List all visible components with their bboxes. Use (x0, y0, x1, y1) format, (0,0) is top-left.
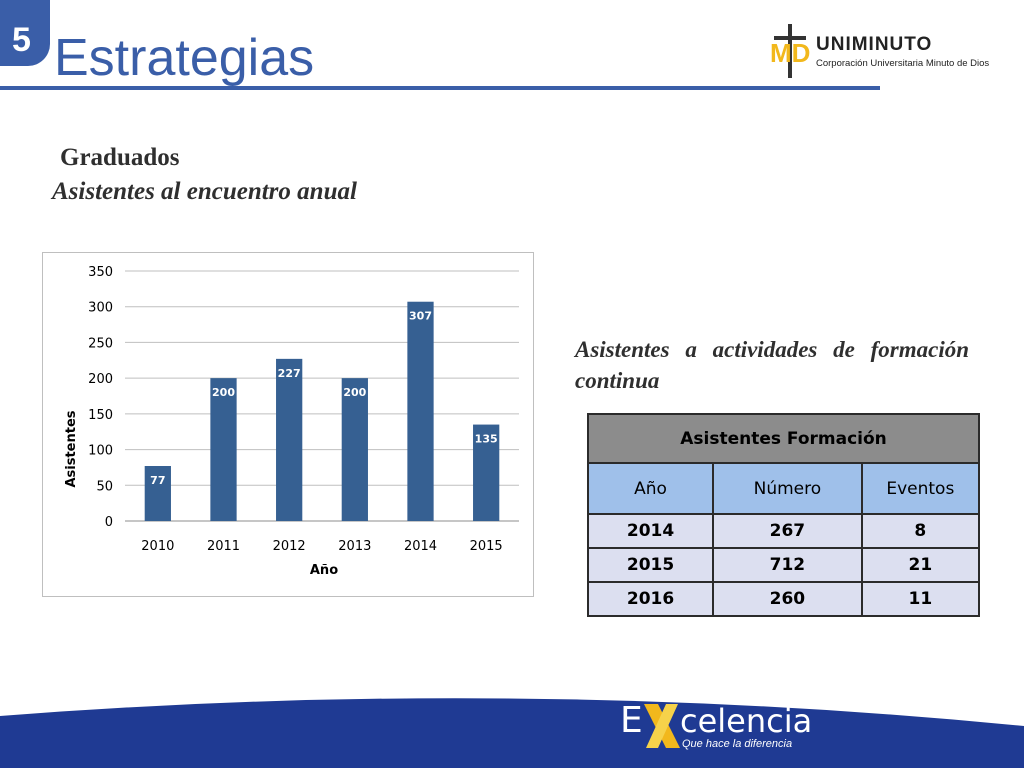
bar-2012 (276, 358, 303, 521)
footer-brand: celencia (680, 702, 813, 740)
logo-tagline: Corporación Universitaria Minuto de Dios (816, 58, 990, 69)
bar-2010 (144, 466, 171, 521)
footer-brand-first-letter: E (620, 700, 643, 741)
table-cell: 8 (860, 513, 981, 549)
data-label-2013: 200 (343, 386, 366, 399)
formacion-heading: Asistentes a actividades de formación co… (575, 337, 969, 393)
table-cell: 2014 (586, 513, 715, 549)
page-title: Estrategias (54, 29, 315, 87)
x-tick-label: 2010 (141, 539, 174, 554)
bar-2013 (341, 378, 368, 521)
table-title: Asistentes Formación (587, 413, 980, 464)
y-tick-label: 150 (88, 408, 113, 423)
data-label-2011: 200 (212, 386, 235, 399)
footer-tagline: Que hace la diferencia (682, 738, 793, 750)
slide-number-badge: 5 (0, 0, 50, 66)
column-header-ano: Año (586, 462, 715, 515)
y-tick-label: 350 (88, 265, 113, 280)
table-cell: 2015 (586, 547, 715, 583)
bar-chart-svg: 0 50 100 150 200 250 300 350 77 2010 200 2011 227 201… (64, 265, 519, 578)
uniminuto-cross-icon: MD (770, 24, 810, 78)
y-tick-label: 100 (88, 444, 113, 459)
y-tick-label: 50 (96, 479, 113, 494)
table-row: 2014 267 8 (586, 513, 981, 549)
table-cell: 2016 (586, 581, 715, 617)
table-row: 2016 260 11 (586, 581, 981, 617)
footer-band (0, 698, 1024, 768)
formacion-table: Asistentes Formación Año Número Eventos … (586, 413, 981, 617)
bar-2014 (407, 301, 434, 521)
x-tick-label: 2012 (273, 539, 306, 554)
data-label-2012: 227 (278, 367, 301, 380)
column-header-eventos: Eventos (860, 462, 981, 515)
table-cell: 267 (712, 513, 863, 549)
subtitle-asistentes: Asistentes al encuentro anual (52, 178, 357, 205)
y-tick-label: 300 (88, 301, 113, 316)
logo-mark-text: MD (770, 38, 810, 68)
data-label-2015: 135 (475, 433, 498, 446)
table-row: 2015 712 21 (586, 547, 981, 583)
bar-2011 (210, 378, 237, 521)
column-header-numero: Número (712, 462, 863, 515)
data-label-2014: 307 (409, 310, 432, 323)
x-axis-label: Año (310, 563, 338, 578)
y-tick-label: 200 (88, 372, 113, 387)
x-tick-label: 2013 (338, 539, 371, 554)
logo-name: UNIMINUTO (816, 34, 933, 55)
uniminuto-logo: MD UNIMINUTO Corporación Universitaria M… (768, 20, 1000, 82)
y-axis-label: Asistentes (64, 410, 79, 487)
x-tick-label: 2015 (470, 539, 503, 554)
data-label-2010: 77 (150, 474, 165, 487)
table-cell: 712 (712, 547, 863, 583)
table-cell: 11 (860, 581, 981, 617)
y-tick-label: 250 (88, 336, 113, 351)
table-cell: 260 (712, 581, 863, 617)
bar-2015 (473, 424, 500, 521)
x-tick-label: 2011 (207, 539, 240, 554)
bar-chart: 0 50 100 150 200 250 300 350 77 2010 200 2011 227 201… (42, 252, 534, 597)
y-tick-label: 0 (105, 515, 113, 530)
subtitle-graduados: Graduados (60, 144, 180, 171)
slide-number: 5 (12, 21, 31, 59)
title-underline (0, 86, 880, 90)
x-tick-label: 2014 (404, 539, 437, 554)
excelencia-x-icon (644, 704, 680, 748)
table-cell: 21 (860, 547, 981, 583)
